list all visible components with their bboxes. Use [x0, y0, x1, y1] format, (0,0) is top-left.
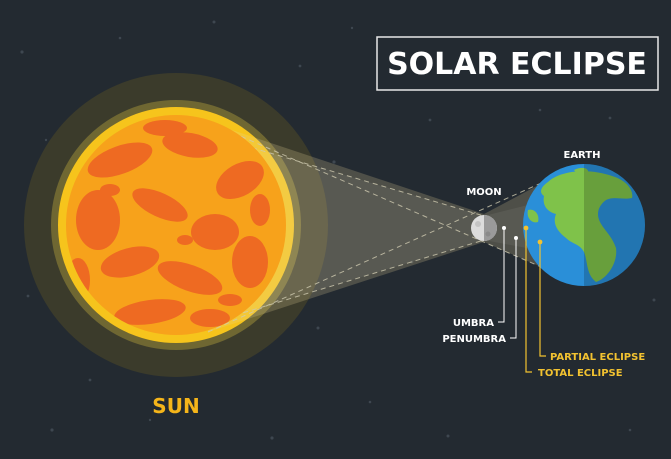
sun-label: SUN — [152, 394, 199, 418]
indicator-markers — [498, 225, 546, 373]
moon — [471, 215, 497, 241]
sun — [66, 115, 286, 335]
page-title: SOLAR ECLIPSE — [387, 47, 647, 82]
moon-label: MOON — [466, 187, 501, 198]
cone-guide-lines — [207, 121, 549, 333]
umbra-cone — [226, 140, 548, 318]
sun-surface-texture — [66, 120, 270, 327]
penumbra-cone — [208, 122, 548, 332]
earth-label: EARTH — [563, 150, 600, 161]
umbra-label: UMBRA — [453, 318, 494, 329]
star-field — [20, 20, 656, 440]
total-eclipse-label: TOTAL ECLIPSE — [538, 368, 623, 379]
penumbra-label: PENUMBRA — [442, 334, 506, 345]
partial-eclipse-label: PARTIAL ECLIPSE — [550, 352, 645, 363]
title-box: SOLAR ECLIPSE — [376, 36, 659, 91]
earth — [523, 164, 645, 286]
